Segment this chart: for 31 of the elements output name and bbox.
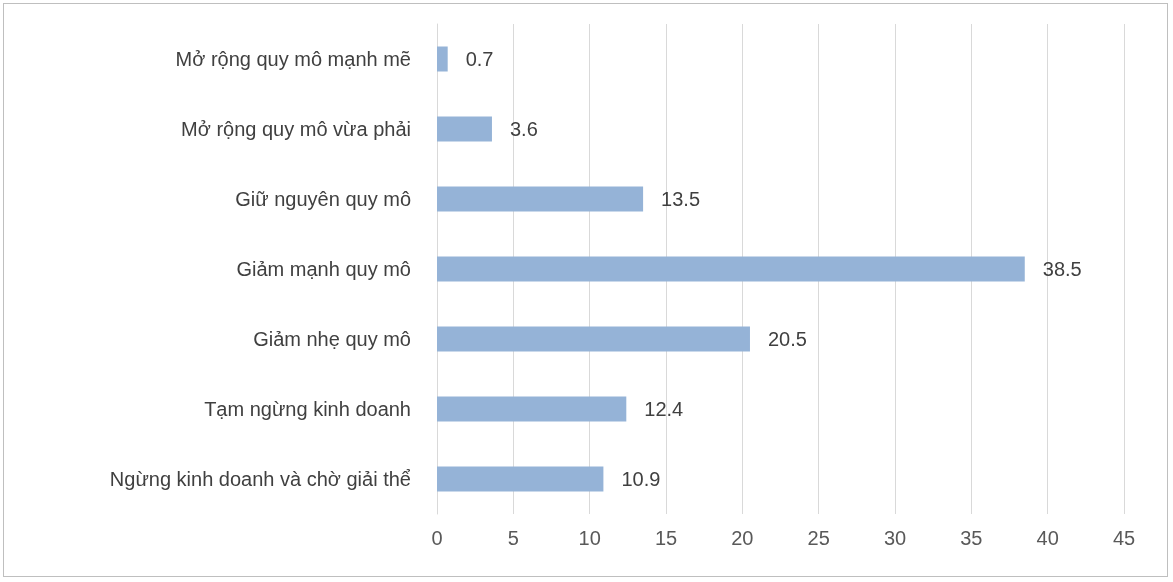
x-tick-label: 25 [807, 527, 830, 549]
x-tick-label: 5 [507, 527, 519, 549]
data-label: 10.9 [621, 468, 661, 490]
bar [437, 466, 604, 492]
bar [437, 116, 492, 142]
data-label: 3.6 [509, 118, 538, 140]
x-tick-label: 20 [731, 527, 754, 549]
x-tick-label: 30 [883, 527, 907, 549]
x-tick-label: 10 [578, 527, 601, 549]
bar [437, 326, 750, 352]
data-label: 12.4 [644, 398, 684, 420]
y-tick-label: Mở rộng quy mô vừa phải [181, 118, 411, 140]
x-tick-label: 35 [960, 527, 983, 549]
x-tick-label: 40 [1036, 527, 1059, 549]
x-tick-label: 15 [654, 527, 678, 549]
y-tick-label: Giữ nguyên quy mô [235, 188, 411, 210]
data-label: 13.5 [661, 188, 701, 210]
data-label: 20.5 [767, 328, 807, 350]
x-tick-label: 45 [1112, 527, 1136, 549]
bar [437, 256, 1025, 282]
bar [437, 46, 448, 72]
y-tick-label: Ngừng kinh doanh và chờ giải thể [109, 468, 411, 490]
y-tick-label: Mở rộng quy mô mạnh mẽ [175, 48, 411, 70]
data-label: 38.5 [1042, 258, 1082, 280]
x-tick-label: 0 [431, 527, 443, 549]
y-tick-label: Tạm ngừng kinh doanh [204, 398, 411, 420]
y-tick-label: Giảm nhẹ quy mô [253, 328, 411, 350]
bar [437, 396, 627, 422]
data-label: 0.7 [465, 48, 494, 70]
y-tick-label: Giảm mạnh quy mô [236, 258, 411, 280]
bar [437, 186, 644, 212]
